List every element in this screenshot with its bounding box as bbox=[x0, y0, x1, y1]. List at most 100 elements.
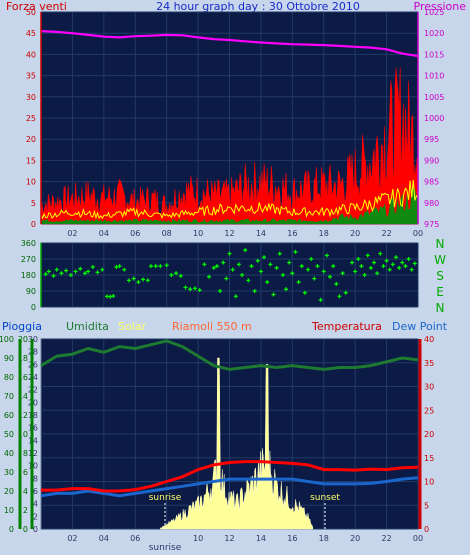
temperature-series bbox=[41, 460, 419, 493]
dir-y-tick-label: 180 bbox=[21, 271, 36, 280]
x-tick-label: 00 bbox=[413, 229, 423, 238]
temp-tick-label: 35 bbox=[424, 359, 434, 368]
direction-point bbox=[318, 297, 323, 302]
sunrise-axis-label: sunrise bbox=[149, 543, 182, 553]
temp-x-tick-label: 00 bbox=[413, 534, 423, 543]
direction-point bbox=[284, 287, 289, 292]
temp-x-tick-label: 12 bbox=[224, 534, 234, 543]
direction-point bbox=[406, 257, 411, 261]
direction-point bbox=[293, 249, 298, 254]
wind-max-series bbox=[40, 67, 419, 225]
legend-pioggia: Pioggia bbox=[2, 320, 42, 333]
direction-point bbox=[287, 260, 292, 265]
humidity-tick-label: 40 bbox=[4, 449, 14, 458]
direction-point bbox=[126, 278, 131, 283]
direction-point bbox=[296, 280, 301, 285]
x-tick-label: 10 bbox=[193, 229, 203, 238]
direction-point bbox=[340, 271, 345, 276]
direction-point bbox=[271, 292, 276, 297]
temp-x-tick-label: 14 bbox=[256, 534, 266, 543]
y-left-tick-label: 15 bbox=[26, 156, 36, 165]
direction-grid bbox=[41, 242, 419, 308]
direction-point bbox=[397, 265, 402, 270]
direction-point bbox=[164, 263, 169, 268]
x-tick-label: 12 bbox=[224, 229, 234, 238]
temp-x-tick-label: 10 bbox=[193, 534, 203, 543]
direction-point bbox=[183, 285, 188, 290]
y-left-tick-label: 30 bbox=[26, 93, 36, 102]
direction-point bbox=[255, 258, 260, 263]
direction-axes: 0 90 180 270 360 bbox=[21, 239, 42, 312]
y-right-tick-label: 1005 bbox=[424, 93, 444, 102]
y-left-tick-label: 50 bbox=[26, 8, 36, 17]
x-tick-label: 20 bbox=[350, 229, 360, 238]
direction-point bbox=[43, 272, 48, 277]
x-tick-label: 16 bbox=[287, 229, 297, 238]
direction-point bbox=[299, 264, 304, 269]
direction-point bbox=[211, 265, 216, 270]
rain-tick-label: 14 bbox=[18, 392, 28, 401]
direction-marks bbox=[43, 248, 417, 302]
rain-tick-label: 2 bbox=[23, 506, 28, 515]
rain-tick-label: 12 bbox=[18, 411, 28, 420]
humidity-tick-label: 90 bbox=[4, 354, 14, 363]
rain-tick-label: 4 bbox=[23, 487, 28, 496]
direction-point bbox=[309, 257, 314, 261]
humidity-tick-label: 0 bbox=[9, 525, 14, 534]
y-right-tick-label: 1020 bbox=[424, 29, 444, 38]
temp-tick-label: 0 bbox=[424, 525, 429, 534]
direction-point bbox=[350, 260, 355, 265]
direction-point bbox=[381, 264, 386, 269]
direction-point bbox=[64, 268, 69, 273]
direction-point bbox=[111, 293, 116, 298]
wind-pressure-marks bbox=[40, 30, 419, 225]
direction-point bbox=[54, 267, 59, 272]
wind-axes: 0510152025303540455097598098599099510001… bbox=[26, 8, 445, 238]
direction-point bbox=[403, 264, 408, 269]
humidity-tick-label: 20 bbox=[4, 487, 14, 496]
temp-tick-label: 10 bbox=[424, 478, 434, 487]
x-tick-label: 22 bbox=[381, 229, 391, 238]
pressure-series bbox=[40, 30, 419, 58]
humidity-tick-label: 80 bbox=[4, 373, 14, 382]
legend-solar: Solar bbox=[118, 320, 147, 333]
direction-point bbox=[46, 269, 51, 274]
temp-tick-label: 30 bbox=[424, 383, 434, 392]
direction-point bbox=[343, 290, 348, 295]
direction-point bbox=[90, 265, 95, 269]
temp-x-tick-label: 06 bbox=[130, 534, 140, 543]
legend-temperatura: Temperatura bbox=[311, 320, 382, 333]
x-tick-label: 08 bbox=[162, 229, 172, 238]
temp-x-tick-label: 04 bbox=[99, 534, 109, 543]
direction-point bbox=[412, 261, 417, 266]
temp-tick-label: 5 bbox=[424, 501, 429, 510]
compass-s: S bbox=[436, 269, 444, 283]
rain-tick-label: 18 bbox=[18, 354, 28, 363]
humidity-tick-label: 70 bbox=[4, 392, 14, 401]
direction-point bbox=[221, 260, 226, 265]
direction-point bbox=[73, 269, 78, 274]
direction-point bbox=[145, 278, 150, 283]
direction-point bbox=[306, 267, 311, 272]
direction-point bbox=[290, 271, 295, 276]
direction-point bbox=[258, 269, 263, 274]
direction-point bbox=[331, 264, 336, 269]
y-right-tick-label: 975 bbox=[424, 220, 439, 229]
direction-point bbox=[227, 251, 232, 256]
direction-point bbox=[375, 271, 380, 276]
direction-point bbox=[169, 273, 174, 277]
direction-point bbox=[274, 265, 279, 270]
direction-point bbox=[197, 288, 202, 293]
y-right-tick-label: 985 bbox=[424, 178, 439, 187]
solar-tick-label: 2 bbox=[33, 512, 38, 521]
direction-point bbox=[277, 251, 282, 256]
temp-x-tick-label: 20 bbox=[350, 534, 360, 543]
direction-point bbox=[202, 262, 207, 267]
y-left-tick-label: 0 bbox=[31, 220, 36, 229]
direction-point bbox=[114, 265, 119, 269]
humidity-tick-label: 100 bbox=[0, 335, 14, 344]
direction-point bbox=[384, 258, 389, 263]
direction-point bbox=[207, 274, 212, 279]
